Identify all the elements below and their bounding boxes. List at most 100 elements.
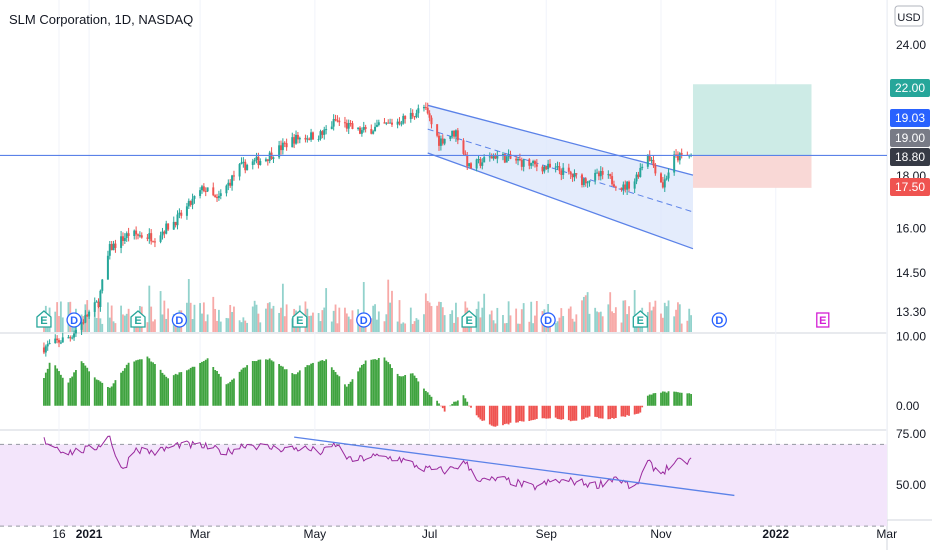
volume-bar [187, 279, 190, 332]
volume-bar [99, 318, 102, 332]
macd-bar [212, 367, 215, 406]
macd-bar [567, 405, 570, 421]
macd-bar [543, 405, 546, 419]
macd-bar [167, 378, 170, 406]
volume-bar [661, 317, 664, 332]
macd-bar [430, 396, 433, 406]
earnings-marker[interactable]: E [461, 310, 477, 328]
price-tick-label-2: 14.50 [896, 266, 926, 280]
candle-body [377, 122, 380, 125]
dividend-marker[interactable]: D [171, 312, 188, 328]
macd-bar [654, 393, 657, 406]
candle-body [135, 230, 138, 235]
macd-bar [298, 370, 301, 406]
volume-bar [308, 315, 311, 332]
candle-body [180, 212, 183, 216]
earnings-marker[interactable]: E [292, 310, 308, 328]
currency-button[interactable]: USD [894, 5, 924, 27]
event-label: E [465, 315, 472, 327]
event-label: D [544, 315, 552, 327]
earnings-marker[interactable]: E [632, 310, 648, 328]
candle-body [549, 163, 552, 168]
macd-bar [251, 360, 254, 406]
volume-bar [376, 319, 378, 332]
candle-body [387, 122, 390, 124]
x-tick-label-8: Mar [876, 527, 897, 541]
candle-body [67, 337, 70, 339]
volume-bar [599, 311, 602, 332]
volume-bar [345, 313, 348, 332]
macd-bar [71, 376, 74, 406]
macd-bar [344, 384, 346, 406]
price-label-entry: 18.80 [895, 150, 925, 164]
volume-bar [240, 322, 243, 332]
macd-bar [413, 375, 416, 406]
macd-tick-label-0: 10.00 [896, 329, 926, 343]
candle-body [319, 131, 322, 139]
macd-bar [73, 372, 75, 406]
candle-body [73, 333, 76, 338]
dividend-marker[interactable]: D [540, 312, 556, 328]
macd-bar [635, 405, 638, 414]
volume-bar [150, 306, 153, 332]
volume-bar [665, 306, 668, 332]
candle-body [492, 156, 495, 159]
profit-zone[interactable] [692, 84, 812, 156]
candle-body [462, 140, 465, 154]
rsi-trendline[interactable] [294, 436, 735, 497]
macd-bar [280, 365, 282, 406]
earnings-marker[interactable]: E [36, 310, 52, 328]
macd-bar [59, 374, 62, 406]
candle-body [232, 175, 235, 177]
candle-body [242, 161, 245, 163]
macd-bar [609, 405, 612, 420]
candle-body [120, 236, 123, 248]
earnings-marker[interactable]: E [130, 310, 146, 328]
macd-bar [556, 405, 559, 419]
dividend-marker[interactable]: D [356, 312, 372, 328]
price-tick-label-1: 16.00 [896, 221, 926, 235]
volume-bar [522, 303, 525, 332]
macd-bar [293, 374, 296, 406]
volume-bar [607, 304, 610, 332]
candle-body [468, 163, 471, 167]
volume-bar [362, 282, 365, 332]
volume-bar [323, 307, 326, 332]
earnings-marker[interactable]: E [816, 312, 830, 328]
macd-bar [545, 405, 548, 419]
volume-bar [56, 302, 59, 332]
loss-zone[interactable] [692, 155, 812, 188]
macd-bar [515, 405, 518, 423]
volume-bar [389, 302, 391, 332]
macd-bar [415, 378, 418, 406]
volume-bar [272, 305, 275, 332]
position-zones [692, 84, 812, 188]
candle-body [667, 172, 670, 179]
candle-body [323, 129, 326, 135]
volume-bar [449, 313, 452, 332]
macd-bar [402, 376, 405, 406]
dividend-marker[interactable]: D [711, 312, 727, 328]
volume-bar [268, 302, 271, 332]
macd-bar [357, 371, 360, 406]
volume-bar [259, 322, 262, 332]
macd-bar [48, 362, 51, 406]
macd-bar [562, 405, 565, 420]
macd-bar [614, 405, 617, 419]
volume-bar [251, 306, 254, 332]
volume-bar [443, 315, 446, 332]
volume-bar [688, 308, 691, 332]
macd-bar [44, 372, 47, 406]
event-label: E [40, 315, 47, 327]
volume-bar [233, 306, 235, 332]
candle-body [596, 172, 599, 174]
candle-body [204, 190, 207, 192]
dividend-marker[interactable]: D [66, 312, 82, 328]
macd-bar [594, 405, 597, 417]
volume-bar [534, 315, 536, 332]
macd-bar [588, 405, 591, 417]
channel-lower-line[interactable] [427, 152, 694, 250]
macd-bar [349, 381, 352, 406]
event-label: D [715, 315, 723, 327]
